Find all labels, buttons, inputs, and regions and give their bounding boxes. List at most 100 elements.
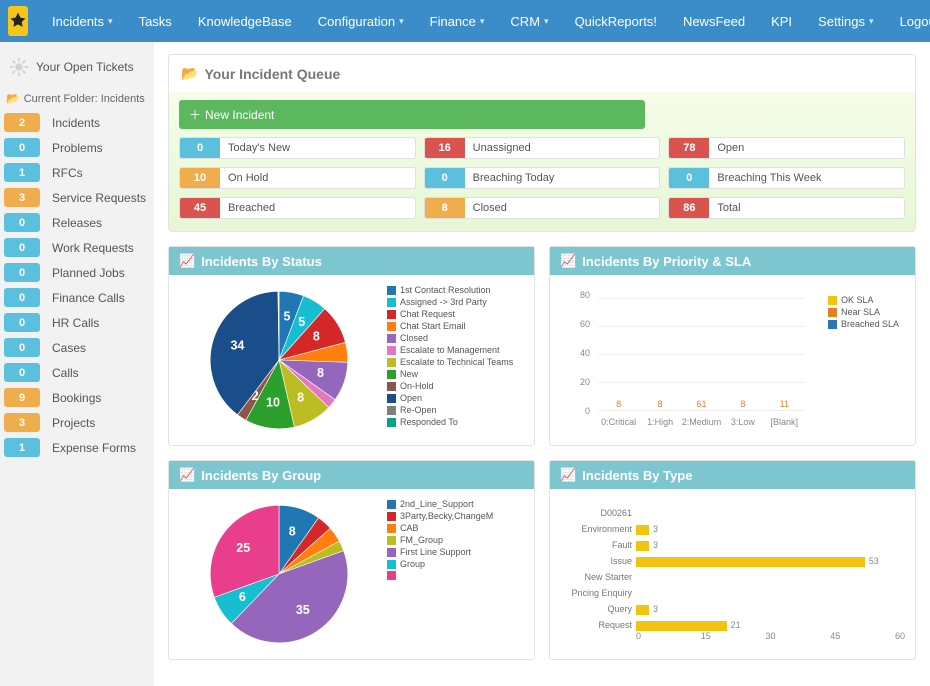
bar-chart: 02040608080:Critical81:High52612:Medium8… xyxy=(560,285,905,435)
hbar-row: D00261 xyxy=(636,507,895,521)
legend-swatch xyxy=(387,310,396,319)
folder-open-icon: 📂 xyxy=(6,92,20,105)
sidebar-item-releases[interactable]: 0Releases xyxy=(4,213,150,232)
sidebar-item-label: Cases xyxy=(52,341,86,355)
sidebar-item-cases[interactable]: 0Cases xyxy=(4,338,150,357)
logo[interactable] xyxy=(8,6,28,36)
nav-logout[interactable]: Logout▾ xyxy=(888,4,930,39)
nav-incidents[interactable]: Incidents▾ xyxy=(40,4,125,39)
sidebar-item-hrcalls[interactable]: 0HR Calls xyxy=(4,313,150,332)
legend-item: On-Hold xyxy=(387,381,524,391)
sidebar-item-projects[interactable]: 3Projects xyxy=(4,413,150,432)
chevron-down-icon: ▾ xyxy=(544,16,549,27)
count-badge: 2 xyxy=(4,113,40,132)
legend-item: Escalate to Management xyxy=(387,345,524,355)
count-badge: 3 xyxy=(4,188,40,207)
sidebar-item-workrequests[interactable]: 0Work Requests xyxy=(4,238,150,257)
legend-swatch xyxy=(387,406,396,415)
stat-total[interactable]: 86Total xyxy=(668,197,905,219)
nav-finance[interactable]: Finance▾ xyxy=(418,4,497,39)
chart-incidents-by-priority: 📈Incidents By Priority & SLA 02040608080… xyxy=(549,246,916,446)
sidebar-title: Your Open Tickets xyxy=(36,60,134,74)
plus-icon: ＋ xyxy=(189,106,201,123)
svg-text:35: 35 xyxy=(296,603,310,617)
nav-tasks[interactable]: Tasks xyxy=(127,4,184,39)
new-incident-button[interactable]: ＋ New Incident xyxy=(179,100,645,129)
svg-text:8: 8 xyxy=(313,329,320,343)
legend-swatch xyxy=(387,358,396,367)
stat-todaysnew[interactable]: 0Today's New xyxy=(179,137,416,159)
stat-breachingthisweek[interactable]: 0Breaching This Week xyxy=(668,167,905,189)
sidebar-item-label: Releases xyxy=(52,216,102,230)
pie-chart: 835625 xyxy=(194,499,364,649)
legend-item: First Line Support xyxy=(387,547,524,557)
sidebar-item-calls[interactable]: 0Calls xyxy=(4,363,150,382)
chart-incidents-by-status: 📈Incidents By Status 5588810234 1st Cont… xyxy=(168,246,535,446)
chart-incidents-by-group: 📈Incidents By Group 835625 2nd_Line_Supp… xyxy=(168,460,535,660)
chart-area-icon: 📈 xyxy=(179,467,195,483)
svg-text:10: 10 xyxy=(266,396,280,410)
nav-newsfeed[interactable]: NewsFeed xyxy=(671,4,757,39)
stat-onhold[interactable]: 10On Hold xyxy=(179,167,416,189)
nav-crm[interactable]: CRM▾ xyxy=(498,4,560,39)
legend-swatch xyxy=(387,500,396,509)
sidebar-item-servicerequests[interactable]: 3 Service Requests xyxy=(4,188,150,207)
count-badge: 1 xyxy=(4,163,40,182)
nav-knowledgebase[interactable]: KnowledgeBase xyxy=(186,4,304,39)
stat-breachingtoday[interactable]: 0Breaching Today xyxy=(424,167,661,189)
sidebar-item-label: Bookings xyxy=(52,391,101,405)
stat-breached[interactable]: 45Breached xyxy=(179,197,416,219)
stat-count: 78 xyxy=(669,138,709,158)
sidebar-item-label: Expense Forms xyxy=(52,441,136,455)
sidebar-item-bookings[interactable]: 9Bookings xyxy=(4,388,150,407)
sidebar-folder: 📂 Current Folder: Incidents xyxy=(4,88,150,113)
sidebar-item-label: Projects xyxy=(52,416,95,430)
stat-closed[interactable]: 8Closed xyxy=(424,197,661,219)
legend-swatch xyxy=(387,548,396,557)
nav-settings[interactable]: Settings▾ xyxy=(806,4,886,39)
nav-kpi[interactable]: KPI xyxy=(759,4,804,39)
hbar-row: Issue53 xyxy=(636,555,895,569)
hbar-row: Fault3 xyxy=(636,539,895,553)
logo-icon xyxy=(8,11,28,31)
folder-open-icon: 📂 xyxy=(181,65,198,82)
legend-swatch xyxy=(387,524,396,533)
sidebar-item-problems[interactable]: 0Problems xyxy=(4,138,150,157)
legend-item: CAB xyxy=(387,523,524,533)
count-badge: 0 xyxy=(4,313,40,332)
nav-quickreports[interactable]: QuickReports! xyxy=(563,4,669,39)
legend-item xyxy=(387,571,524,580)
svg-text:25: 25 xyxy=(236,541,250,555)
legend-swatch xyxy=(387,571,396,580)
chart-area-icon: 📈 xyxy=(560,253,576,269)
sidebar-heading: Your Open Tickets xyxy=(4,50,150,88)
stat-label: Open xyxy=(709,138,752,158)
panel-title: 📂 Your Incident Queue xyxy=(169,55,915,92)
legend-item: Closed xyxy=(387,333,524,343)
legend-swatch xyxy=(387,346,396,355)
sidebar-item-plannedjobs[interactable]: 0Planned Jobs xyxy=(4,263,150,282)
nav-configuration[interactable]: Configuration▾ xyxy=(306,4,416,39)
stat-open[interactable]: 78Open xyxy=(668,137,905,159)
stat-count: 16 xyxy=(425,138,465,158)
hbar-row: Pricing Enquiry xyxy=(636,587,895,601)
count-badge: 0 xyxy=(4,138,40,157)
legend-item: Escalate to Technical Teams xyxy=(387,357,524,367)
legend-item: 1st Contact Resolution xyxy=(387,285,524,295)
svg-text:8: 8 xyxy=(289,525,296,539)
stat-unassigned[interactable]: 16Unassigned xyxy=(424,137,661,159)
stat-label: Closed xyxy=(465,198,515,218)
hbar-row: New Starter xyxy=(636,571,895,585)
sidebar-item-financecalls[interactable]: 0Finance Calls xyxy=(4,288,150,307)
sidebar-item-incidents[interactable]: 2Incidents xyxy=(4,113,150,132)
gear-icon xyxy=(8,56,30,78)
sidebar-item-rfcs[interactable]: 1RFCs xyxy=(4,163,150,182)
sidebar-item-label: Service Requests xyxy=(52,191,146,205)
sidebar-item-expenseforms[interactable]: 1Expense Forms xyxy=(4,438,150,457)
chart-area-icon: 📈 xyxy=(560,467,576,483)
stat-label: Breaching This Week xyxy=(709,168,829,188)
stat-label: Total xyxy=(709,198,748,218)
stat-count: 86 xyxy=(669,198,709,218)
count-badge: 0 xyxy=(4,363,40,382)
chevron-down-icon: ▾ xyxy=(480,16,485,27)
